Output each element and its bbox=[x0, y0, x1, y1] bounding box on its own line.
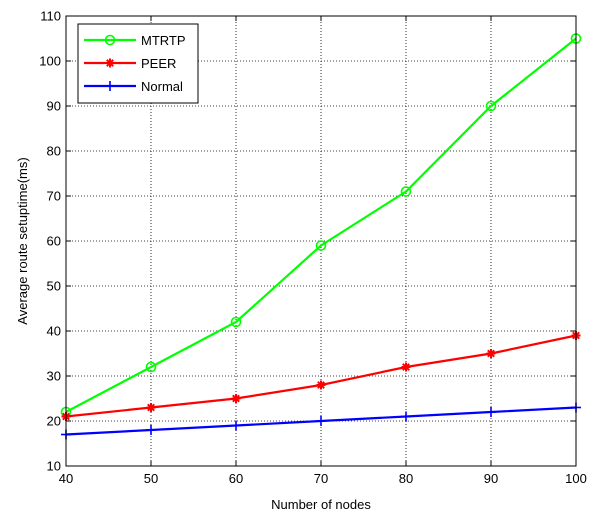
data-point-peer bbox=[316, 380, 326, 390]
x-tick-label: 60 bbox=[229, 471, 243, 486]
y-tick-label: 20 bbox=[47, 414, 61, 429]
y-tick-label: 10 bbox=[47, 459, 61, 474]
legend: MTRTP PEER Normal bbox=[77, 23, 199, 104]
y-tick-label: 40 bbox=[47, 324, 61, 339]
y-tick-label: 50 bbox=[47, 279, 61, 294]
marker-stroke bbox=[147, 403, 155, 412]
y-tick-label: 80 bbox=[47, 144, 61, 159]
legend-label-mtrtp: MTRTP bbox=[141, 33, 186, 48]
marker-stroke bbox=[106, 59, 114, 67]
marker-stroke bbox=[487, 349, 495, 358]
x-tick-label: 100 bbox=[565, 471, 587, 486]
data-point-normal bbox=[316, 416, 326, 426]
axis-ticks: 40 50 60 70 80 90 100 10 20 30 40 50 60 70 80 90 100 110 bbox=[39, 9, 587, 487]
y-axis-title: Average route setuptime(ms) bbox=[15, 157, 30, 324]
data-point-mtrtp bbox=[315, 240, 327, 251]
y-tick-label: 70 bbox=[47, 189, 61, 204]
legend-label-peer: PEER bbox=[141, 56, 176, 71]
marker-stroke bbox=[317, 381, 325, 389]
legend-marker-normal bbox=[105, 81, 115, 91]
legend-marker-mtrtp bbox=[104, 34, 116, 46]
y-tick-label: 110 bbox=[40, 9, 61, 24]
legend-item-mtrtp: MTRTP bbox=[84, 33, 186, 48]
x-tick-label: 40 bbox=[59, 471, 73, 486]
data-point-peer bbox=[486, 349, 496, 358]
y-tick-label: 100 bbox=[39, 54, 61, 69]
marker-stroke bbox=[232, 394, 240, 403]
y-tick-label: 60 bbox=[47, 234, 61, 249]
x-tick-label: 70 bbox=[314, 471, 328, 486]
data-point-mtrtp bbox=[400, 186, 412, 197]
marker-stroke bbox=[402, 363, 410, 371]
legend-item-normal: Normal bbox=[84, 79, 183, 94]
legend-item-peer: PEER bbox=[84, 56, 176, 71]
data-point-peer bbox=[231, 394, 241, 403]
y-tick-label: 30 bbox=[47, 369, 61, 384]
data-point-normal bbox=[231, 420, 241, 431]
data-point-peer bbox=[146, 403, 156, 412]
data-point-normal bbox=[401, 411, 411, 422]
plot-frame bbox=[65, 15, 577, 467]
x-axis-title: Number of nodes bbox=[271, 497, 371, 512]
x-tick-label: 50 bbox=[144, 471, 158, 486]
data-point-normal bbox=[486, 407, 496, 417]
data-point-peer bbox=[401, 362, 411, 372]
y-tick-label: 90 bbox=[47, 99, 61, 114]
data-point-mtrtp bbox=[145, 361, 157, 373]
x-tick-label: 80 bbox=[399, 471, 413, 486]
legend-label-normal: Normal bbox=[141, 79, 183, 94]
data-point-mtrtp bbox=[485, 100, 497, 112]
data-point-normal bbox=[146, 425, 156, 435]
data-point-mtrtp bbox=[230, 316, 242, 328]
series-line-mtrtp bbox=[65, 37, 577, 413]
x-tick-label: 90 bbox=[484, 471, 498, 486]
legend-marker-peer bbox=[105, 58, 115, 68]
